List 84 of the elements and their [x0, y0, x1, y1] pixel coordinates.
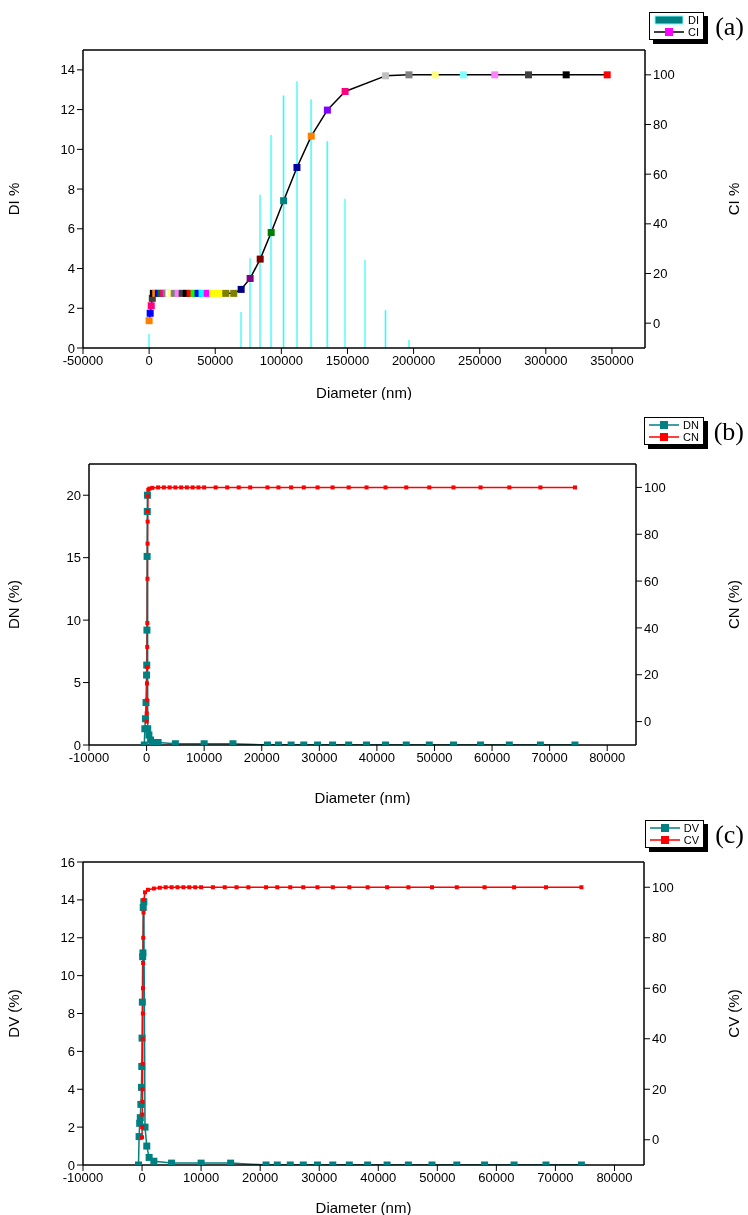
x-tick-label: 200000: [391, 353, 436, 369]
y-axis-title: DI %: [5, 182, 23, 216]
y-tick-label: 12: [60, 102, 75, 118]
y2-tick-label: 60: [653, 166, 668, 182]
x-tick-label: 350000: [590, 353, 634, 369]
x-tick-label: 150000: [325, 353, 370, 369]
y-tick-label: 10: [60, 141, 75, 157]
y-tick-label: 14: [60, 62, 75, 78]
y-tick-label: 10: [60, 968, 75, 984]
y-tick-label: 6: [67, 1043, 75, 1059]
x-tick-label: 50000: [419, 1170, 456, 1186]
x-tick-label: 0: [138, 1170, 146, 1186]
legend-label: DN: [683, 419, 699, 431]
y2-tick-label: 40: [652, 1031, 667, 1047]
y-tick-label: 0: [67, 340, 75, 356]
legend-label: CI: [688, 26, 699, 38]
y2-tick-label: 0: [653, 315, 661, 331]
y2-tick-label: 0: [652, 1132, 660, 1148]
x-tick-label: 40000: [360, 1170, 397, 1186]
y-tick-label: 10: [66, 612, 81, 628]
y2-axis-title: CI %: [725, 182, 743, 216]
y-tick-label: 12: [60, 930, 75, 946]
x-tick-label: 20000: [242, 1170, 279, 1186]
y2-tick-label: 60: [644, 573, 659, 589]
text: (b): [713, 417, 744, 447]
x-tick-label: 70000: [537, 1170, 574, 1186]
y2-tick-label: 20: [652, 1081, 667, 1097]
x-tick-label: 10000: [186, 750, 223, 766]
x-tick-label: 30000: [301, 1170, 338, 1186]
x-tick-label: 80000: [596, 1170, 633, 1186]
x-tick-label: 100000: [259, 353, 304, 369]
x-tick-label: -10000: [68, 750, 110, 766]
x-tick-label: -10000: [62, 1170, 104, 1186]
y2-tick-label: 100: [653, 67, 675, 83]
y-tick-label: 4: [67, 261, 75, 277]
y2-tick-label: 80: [652, 930, 667, 946]
x-tick-label: 300000: [524, 353, 568, 369]
y2-tick-label: 80: [653, 117, 668, 133]
y2-tick-label: 20: [653, 266, 668, 282]
y2-tick-label: 100: [644, 480, 666, 496]
y-tick-label: 5: [73, 675, 81, 691]
legend-label: DI: [688, 14, 699, 26]
y-tick-label: 8: [67, 1006, 75, 1022]
y2-tick-label: 60: [652, 980, 667, 996]
x-tick-label: 50000: [197, 353, 234, 369]
x-tick-label: 30000: [301, 750, 338, 766]
y2-tick-label: 0: [644, 714, 652, 730]
y-tick-label: 2: [67, 1119, 75, 1135]
y-axis-title: DN (%): [5, 579, 23, 630]
text: (c): [715, 820, 744, 850]
y-tick-label: 16: [60, 854, 75, 870]
y-tick-label: 14: [60, 892, 75, 908]
y-tick-label: 0: [67, 1157, 75, 1173]
y2-tick-label: 40: [644, 620, 659, 636]
legend-label: DV: [683, 822, 699, 834]
text: (a): [715, 12, 744, 42]
x-tick-label: 70000: [531, 750, 568, 766]
x-tick-label: 60000: [478, 1170, 515, 1186]
x-tick-label: 60000: [473, 750, 511, 766]
y-tick-label: 6: [67, 221, 75, 237]
x-tick-label: 40000: [358, 750, 395, 766]
y2-axis-title: CN (%): [725, 579, 743, 630]
x-tick-label: 20000: [243, 750, 280, 766]
y2-tick-label: 40: [653, 216, 668, 232]
y-tick-label: 8: [67, 181, 75, 197]
x-tick-label: 0: [145, 353, 153, 369]
y2-tick-label: 20: [644, 667, 659, 683]
y-axis-title: DV (%): [5, 989, 23, 1038]
y-tick-label: 0: [73, 737, 81, 753]
y-tick-label: 15: [66, 550, 81, 566]
legend-label: CV: [683, 834, 699, 846]
y2-tick-label: 80: [644, 526, 659, 542]
y2-tick-label: 100: [652, 879, 674, 895]
x-tick-label: 250000: [458, 353, 502, 369]
y-tick-label: 2: [67, 300, 75, 316]
x-tick-label: -50000: [62, 353, 104, 369]
x-tick-label: 10000: [183, 1170, 220, 1186]
x-tick-label: 50000: [416, 750, 453, 766]
legend-label: CN: [683, 431, 699, 443]
y-tick-label: 20: [66, 487, 81, 503]
x-tick-label: 80000: [589, 750, 626, 766]
x-tick-label: 0: [142, 750, 151, 766]
y2-axis-title: CV (%): [725, 989, 743, 1038]
y-tick-label: 4: [67, 1081, 75, 1097]
